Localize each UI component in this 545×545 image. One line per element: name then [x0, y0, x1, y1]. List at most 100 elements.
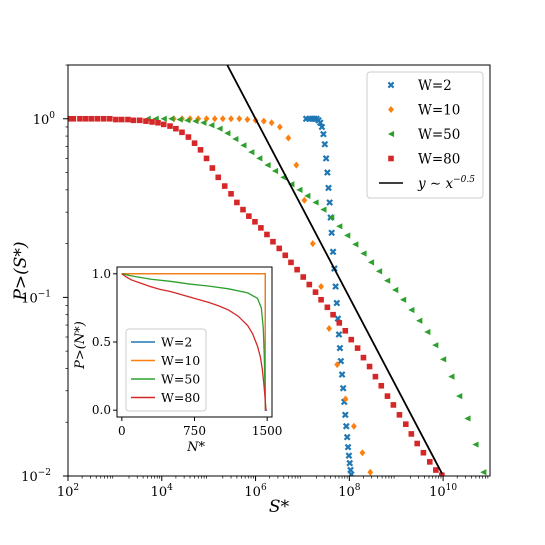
main-plot-frame: [67, 64, 491, 477]
data-point-w-50-12: [240, 142, 247, 149]
data-point-w-80-28: [234, 199, 240, 206]
data-point-w-2-11: [323, 169, 331, 176]
data-point-w-80-30: [246, 213, 252, 219]
main-x-axis-label: S*: [269, 497, 290, 517]
data-point-w-80-15: [155, 119, 161, 126]
legend-symbol: [388, 106, 394, 113]
data-point-w-50-31: [392, 286, 399, 294]
data-point-w-80-62: [439, 472, 445, 476]
data-point-w-50-36: [432, 342, 439, 349]
data-point-w-10-23: [359, 449, 366, 457]
data-point-w-2-16: [329, 248, 337, 256]
data-point-w-80-6: [100, 115, 107, 122]
x-tick-label-4: 1010: [429, 483, 457, 500]
data-point-w-50-3: [168, 115, 175, 122]
data-point-w-80-8: [113, 116, 119, 123]
data-point-w-10-12: [268, 119, 275, 127]
data-point-w-50-34: [416, 317, 423, 324]
data-point-w-80-18: [173, 125, 179, 132]
data-point-w-10-24: [367, 468, 374, 476]
data-point-w-50-42: [480, 469, 487, 476]
series-w-2: [302, 115, 355, 476]
data-point-w-80-21: [191, 140, 198, 146]
data-point-w-50-30: [384, 277, 391, 284]
data-point-w-80-26: [221, 183, 228, 189]
data-point-w-80-2: [77, 115, 83, 122]
y-tick-label-2: 10−2: [21, 468, 51, 485]
series-w-10: [170, 115, 374, 476]
data-point-w-50-14: [256, 155, 263, 162]
data-point-w-80-20: [185, 134, 192, 140]
data-point-w-50-9: [216, 125, 223, 132]
legend-symbol: [387, 81, 395, 89]
data-point-w-80-53: [384, 393, 391, 399]
legend-label: W=80: [418, 152, 460, 168]
inset-legend-label: W=80: [161, 390, 200, 405]
data-point-w-80-47: [348, 336, 355, 343]
data-point-w-80-5: [94, 115, 101, 122]
data-point-w-80-24: [209, 165, 216, 171]
data-point-w-10-14: [285, 134, 292, 142]
data-point-w-80-11: [130, 117, 137, 124]
data-point-w-10-15: [293, 161, 300, 169]
data-point-w-10-7: [228, 115, 234, 123]
inset-axes: 0 750 1500 0.0 0.5 1.0: [92, 267, 283, 438]
data-point-w-80-16: [160, 121, 167, 128]
data-point-w-50-6: [192, 118, 199, 125]
data-point-w-50-20: [304, 192, 311, 199]
data-point-w-2-22: [336, 344, 344, 352]
data-point-w-50-37: [440, 356, 447, 363]
x-tick-label-1: 104: [151, 483, 174, 500]
data-point-w-50-41: [472, 441, 479, 448]
data-point-w-80-54: [390, 402, 397, 408]
data-point-w-10-18: [318, 283, 325, 291]
series-y-x-0-5: [226, 65, 443, 475]
data-point-w-50-40: [464, 415, 471, 422]
inset-legend-label: W=2: [161, 335, 192, 350]
data-point-w-80-50: [366, 363, 373, 370]
inset-line-w-50: [121, 273, 267, 411]
data-point-w-50-15: [264, 162, 271, 169]
data-point-w-2-18: [332, 283, 339, 290]
data-point-w-50-8: [208, 122, 215, 129]
data-point-w-50-22: [320, 206, 327, 213]
data-point-w-2-23: [337, 357, 345, 365]
inset-x-tick-label-1: 750: [183, 424, 206, 438]
data-point-w-50-16: [271, 167, 279, 175]
data-point-w-80-32: [258, 225, 264, 231]
data-point-w-2-9: [321, 140, 329, 148]
inset-y-axis-label: P>(N*): [73, 321, 88, 370]
x-tick-label-0: 102: [57, 483, 79, 500]
data-point-w-80-45: [336, 320, 343, 326]
data-point-w-50-10: [224, 130, 231, 137]
data-point-w-2-10: [322, 155, 330, 162]
data-point-w-10-8: [236, 115, 243, 123]
main-y-axis-label: P>(S*): [11, 241, 31, 301]
data-point-w-80-38: [294, 266, 300, 273]
inset-line-w-10: [121, 273, 266, 411]
data-point-w-10-13: [276, 123, 283, 131]
data-point-w-2-21: [335, 331, 343, 338]
data-point-w-80-10: [125, 116, 131, 123]
inset-y-tick-label-1: 0.5: [92, 335, 111, 349]
legend-box: [366, 71, 484, 199]
inset-legend-entry-w-2: W=2: [131, 335, 192, 350]
data-point-w-10-11: [260, 117, 267, 125]
main-legend: W=2W=10W=50W=80y ∼ x−0.5: [366, 71, 484, 199]
legend-entry-w-80: W=80: [388, 152, 460, 168]
data-point-w-80-13: [143, 118, 149, 124]
data-point-w-50-19: [296, 186, 303, 193]
data-point-w-80-48: [354, 345, 361, 351]
data-point-w-80-37: [288, 259, 294, 266]
data-point-w-80-58: [414, 440, 420, 447]
data-point-w-80-43: [324, 304, 331, 311]
data-point-w-2-7: [318, 123, 326, 131]
inset-legend-entry-w-10: W=10: [131, 353, 200, 368]
data-point-w-2-34: [347, 471, 355, 476]
x-tick-label-2: 106: [244, 483, 267, 500]
data-point-w-80-25: [215, 174, 222, 181]
data-point-w-80-51: [372, 373, 379, 380]
data-point-w-2-15: [328, 229, 336, 237]
data-point-w-80-36: [282, 252, 289, 259]
